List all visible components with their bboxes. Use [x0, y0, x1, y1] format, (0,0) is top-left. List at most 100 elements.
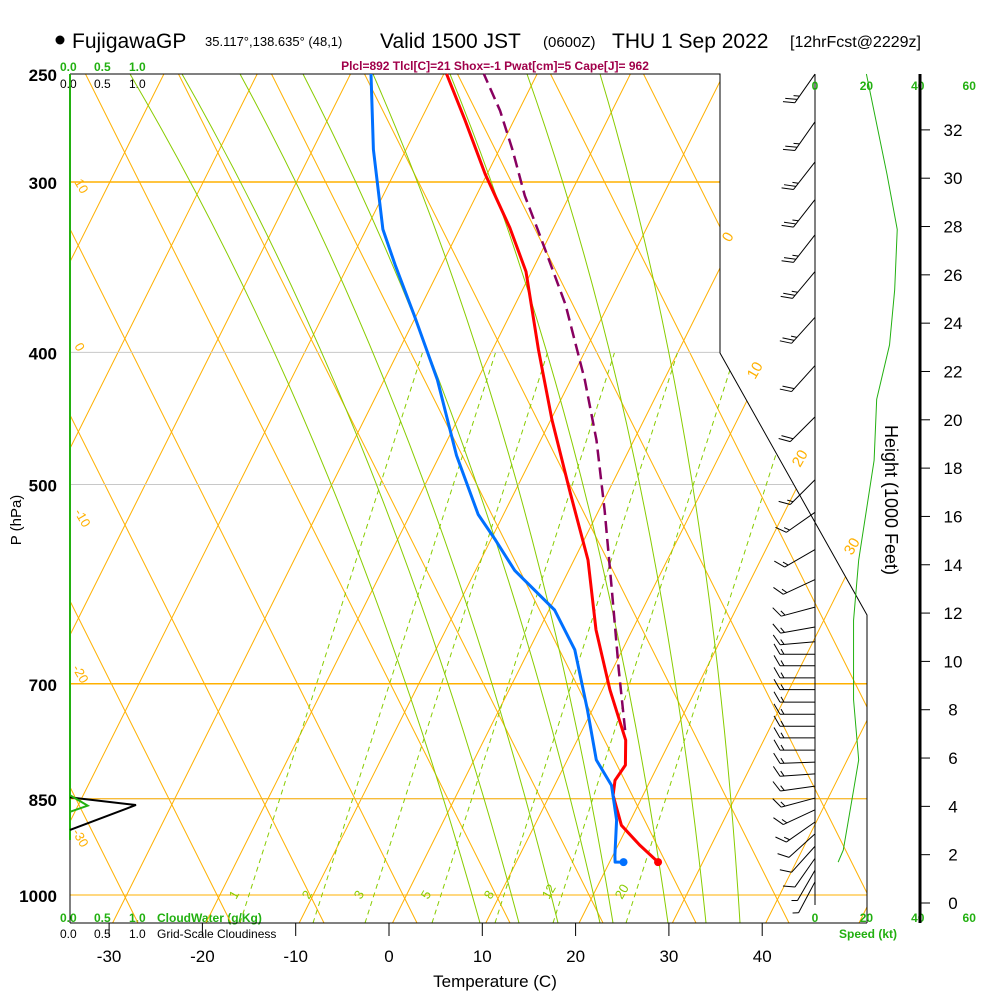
- dry-adiabat-line: [923, 74, 1000, 923]
- speed-tick-label: 0: [812, 79, 819, 93]
- cloudiness-tick-top: 0.0: [60, 77, 77, 91]
- wind-barb: [781, 234, 816, 263]
- wind-barb-feather: [773, 587, 784, 595]
- wind-barb-feather: [772, 623, 781, 634]
- height-tick-label: 6: [948, 749, 957, 768]
- wind-barb: [782, 858, 816, 888]
- surface-temperature-dot: [654, 858, 663, 867]
- wind-barb-feather: [781, 187, 794, 191]
- isotherm-line: [70, 74, 445, 923]
- wind-barb-feather: [781, 224, 794, 228]
- parcel-line: [482, 73, 627, 731]
- dry-adiabat-label: 0: [71, 340, 88, 354]
- stability-indices: Plcl=892 Tlcl[C]=21 Shox=-1 Pwat[cm]=5 C…: [341, 59, 649, 73]
- wind-barb-feather: [783, 836, 790, 841]
- wind-barb: [779, 845, 816, 873]
- height-tick-label: 28: [944, 218, 963, 237]
- wind-barb-feather: [773, 715, 781, 727]
- height-tick-label: 16: [944, 507, 963, 526]
- station-coords: 35.117°,138.635° (48,1): [205, 34, 342, 49]
- background-grid: [70, 74, 1000, 923]
- mixing-ratio-label: 12: [539, 881, 559, 901]
- wind-barb-feather: [780, 672, 785, 679]
- wind-barb-feather: [793, 95, 800, 97]
- moist-adiabat-line: [449, 74, 669, 923]
- wind-barb-feather: [781, 819, 788, 824]
- height-tick-label: 26: [944, 266, 963, 285]
- wind-barb-feather: [781, 435, 794, 440]
- plot-border: [70, 73, 868, 923]
- wind-barb-feather: [773, 752, 781, 764]
- wind-barb-feather: [787, 499, 794, 503]
- wind-barb-feather: [780, 610, 786, 616]
- temperature-tick-label: 10: [473, 947, 492, 966]
- dewpoint-line: [369, 73, 624, 864]
- cloudwater-profile: [69, 794, 91, 813]
- valid-time: Valid 1500 JST: [380, 30, 521, 53]
- wind-barb-feather: [780, 708, 785, 715]
- wind-barb-staff: [781, 797, 816, 808]
- wind-barb-feather: [773, 655, 781, 666]
- wind-barb-feather: [782, 101, 795, 104]
- wind-barb-staff: [793, 234, 816, 263]
- wind-barb: [775, 511, 816, 533]
- pressure-tick-label: 1000: [19, 887, 57, 906]
- dry-adiabat-label: 10: [71, 176, 91, 196]
- wind-barb: [791, 869, 816, 902]
- utc-time: (0600Z): [543, 34, 596, 51]
- cloudiness-label: Grid-Scale Cloudiness: [157, 927, 276, 941]
- wind-barb: [772, 634, 816, 646]
- wind-barb-feather: [772, 766, 781, 777]
- wind-barb: [778, 416, 816, 443]
- dry-adiabat-label: -10: [71, 506, 93, 530]
- moist-adiabat-line: [181, 74, 520, 923]
- wind-barb-feather: [783, 221, 796, 225]
- isotherm-line: [70, 74, 258, 923]
- wind-barb-staff: [792, 271, 816, 299]
- wind-barb-feather: [783, 184, 796, 187]
- height-tick-label: 20: [944, 411, 963, 430]
- wind-barb: [773, 643, 815, 655]
- temperature-tick-label: -20: [190, 947, 215, 966]
- wind-barb-feather: [792, 219, 799, 222]
- pressure-tick-label: 250: [29, 66, 57, 85]
- wind-barb-feather: [780, 639, 785, 645]
- isotherm-line: [858, 74, 867, 923]
- mixing-ratio-line: [364, 352, 548, 923]
- mixing-ratio-label: 3: [351, 888, 368, 902]
- height-tick-label: 10: [944, 652, 963, 671]
- wind-barb-feather: [779, 340, 792, 344]
- cloudwater-tick-top: 0.0: [60, 60, 77, 74]
- wind-speed-line: [837, 73, 898, 863]
- moist-adiabat-line: [526, 74, 707, 923]
- cloudwater-label: CloudWater (g/Kg): [157, 911, 262, 925]
- wind-barb-feather: [773, 667, 781, 679]
- wind-barb-feather: [773, 643, 781, 655]
- wind-barb-feather: [783, 292, 796, 296]
- pressure-tick-label: 850: [29, 791, 57, 810]
- temperature-tick-label: 0: [384, 947, 393, 966]
- wind-barb-feather: [783, 527, 790, 531]
- plot-frame: [69, 73, 868, 924]
- dry-adiabat-line: [643, 74, 867, 923]
- dry-adiabat-line: [70, 74, 418, 923]
- wind-barb-feather: [782, 337, 795, 341]
- isotherm-line: [70, 74, 165, 923]
- wind-barb-staff: [780, 785, 816, 792]
- height-tick-label: 14: [944, 556, 963, 575]
- wind-barb-feather: [778, 500, 791, 505]
- wind-barb-feather: [773, 739, 781, 751]
- wind-barb-feather: [780, 684, 785, 690]
- wind-barb-feather: [779, 388, 792, 393]
- speed-axis-label: Speed (kt): [839, 927, 897, 941]
- wind-barb: [777, 833, 816, 858]
- wind-barb-feather: [782, 561, 789, 566]
- wind-barb-staff: [780, 761, 816, 764]
- pressure-tick-label: 500: [29, 477, 57, 496]
- speed-tick-label: 40: [911, 79, 925, 93]
- height-tick-label: 12: [944, 604, 963, 623]
- wind-barb-feather: [782, 385, 795, 390]
- pressure-tick-label: 300: [29, 174, 57, 193]
- wind-barb-feather: [780, 696, 785, 703]
